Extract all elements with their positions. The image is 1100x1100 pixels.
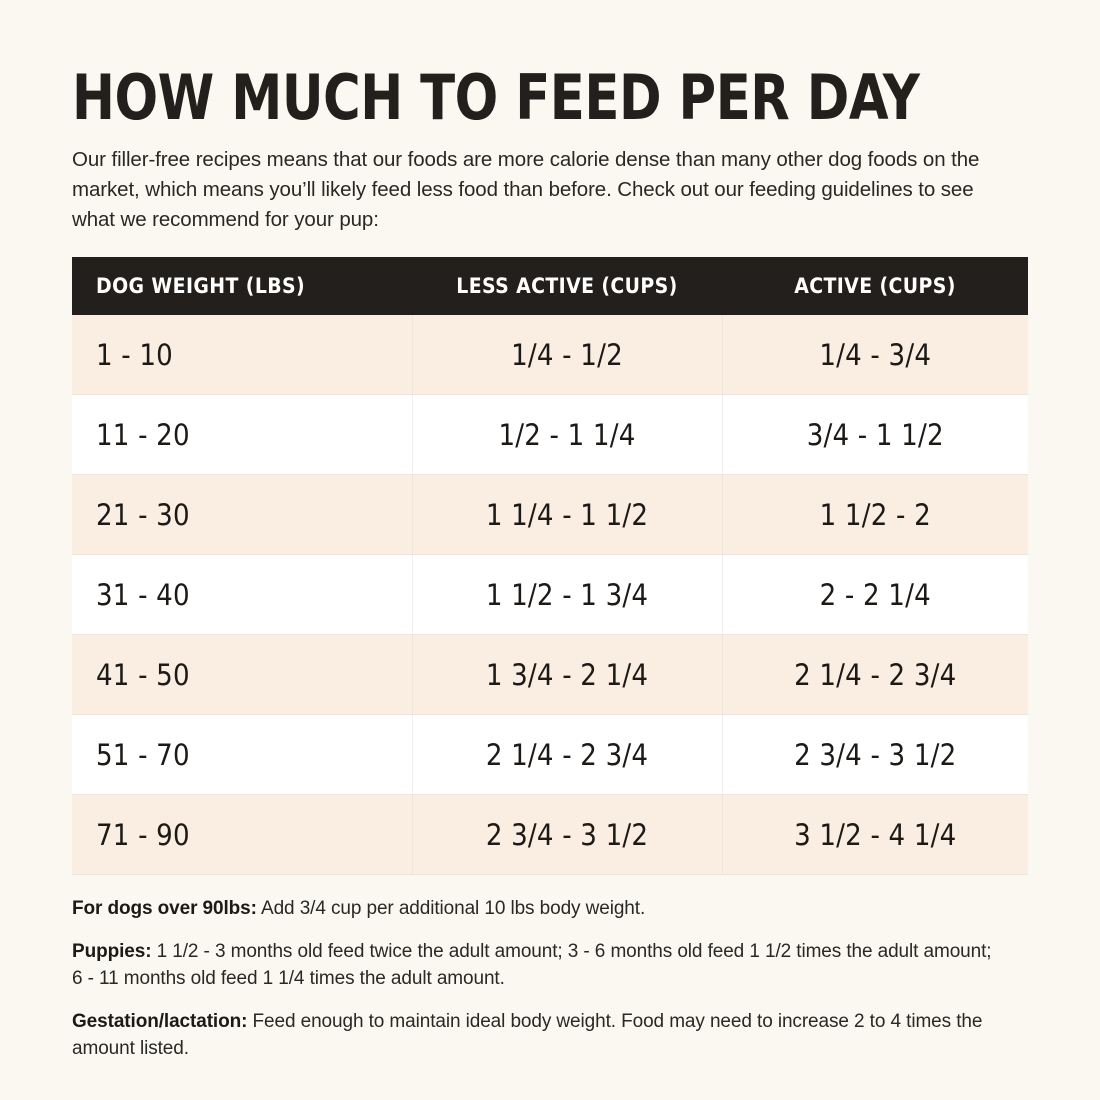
cell-dog-weight: 41 - 50 — [72, 634, 412, 716]
feeding-table: DOG WEIGHT (LBS) LESS ACTIVE (CUPS) ACTI… — [72, 257, 1028, 876]
cell-active: 1/4 - 3/4 — [721, 315, 1028, 396]
cell-active: 2 - 2 1/4 — [721, 554, 1028, 636]
footnote-label: Puppies: — [72, 941, 152, 963]
column-header-less-active: LESS ACTIVE (CUPS) — [412, 257, 722, 316]
cell-less-active: 2 3/4 - 3 1/2 — [411, 794, 722, 876]
footnote-label: For dogs over 90lbs: — [72, 898, 257, 920]
table-row: 51 - 70 2 1/4 - 2 3/4 2 3/4 - 3 1/2 — [72, 714, 1028, 796]
column-header-dog-weight: DOG WEIGHT (LBS) — [72, 257, 412, 316]
table-row: 11 - 20 1/2 - 1 1/4 3/4 - 1 1/2 — [72, 394, 1028, 476]
cell-active: 3/4 - 1 1/2 — [721, 394, 1028, 476]
table-header-row: DOG WEIGHT (LBS) LESS ACTIVE (CUPS) ACTI… — [72, 257, 1028, 316]
cell-dog-weight: 51 - 70 — [72, 714, 412, 796]
table-header: DOG WEIGHT (LBS) LESS ACTIVE (CUPS) ACTI… — [72, 257, 1028, 316]
cell-active: 1 1/2 - 2 — [721, 474, 1028, 556]
footnote-text: Add 3/4 cup per additional 10 lbs body w… — [256, 898, 646, 920]
cell-dog-weight: 1 - 10 — [72, 315, 412, 396]
cell-dog-weight: 31 - 40 — [72, 554, 412, 636]
page-title: HOW MUCH TO FEED PER DAY — [72, 61, 920, 134]
table-row: 41 - 50 1 3/4 - 2 1/4 2 1/4 - 2 3/4 — [72, 634, 1028, 716]
cell-active: 3 1/2 - 4 1/4 — [721, 794, 1028, 876]
cell-less-active: 1/2 - 1 1/4 — [411, 394, 722, 476]
footnote-gestation-lactation: Gestation/lactation: Feed enough to main… — [72, 1008, 1002, 1062]
cell-dog-weight: 21 - 30 — [72, 474, 412, 556]
intro-paragraph: Our filler-free recipes means that our f… — [72, 148, 980, 232]
table-row: 21 - 30 1 1/4 - 1 1/2 1 1/2 - 2 — [72, 474, 1028, 556]
footnote-text: Feed enough to maintain ideal body weigh… — [72, 1011, 983, 1060]
cell-active: 2 3/4 - 3 1/2 — [721, 714, 1028, 796]
cell-dog-weight: 11 - 20 — [72, 394, 412, 476]
cell-less-active: 1 3/4 - 2 1/4 — [411, 634, 722, 716]
cell-less-active: 1 1/4 - 1 1/2 — [411, 474, 722, 556]
table-row: 1 - 10 1/4 - 1/2 1/4 - 3/4 — [72, 315, 1028, 396]
footnote-puppies: Puppies: 1 1/2 - 3 months old feed twice… — [72, 938, 1002, 992]
cell-less-active: 1/4 - 1/2 — [411, 315, 722, 396]
footnote-label: Gestation/lactation: — [72, 1011, 248, 1033]
table-body: 1 - 10 1/4 - 1/2 1/4 - 3/4 11 - 20 1/2 -… — [72, 315, 1028, 876]
footnotes: For dogs over 90lbs: Add 3/4 cup per add… — [72, 895, 1002, 1062]
cell-less-active: 1 1/2 - 1 3/4 — [411, 554, 722, 636]
cell-dog-weight: 71 - 90 — [72, 794, 412, 876]
cell-less-active: 2 1/4 - 2 3/4 — [411, 714, 722, 796]
table-row: 71 - 90 2 3/4 - 3 1/2 3 1/2 - 4 1/4 — [72, 794, 1028, 876]
footnote-large-dogs: For dogs over 90lbs: Add 3/4 cup per add… — [72, 895, 1002, 922]
cell-active: 2 1/4 - 2 3/4 — [721, 634, 1028, 716]
footnote-text: 1 1/2 - 3 months old feed twice the adul… — [72, 941, 992, 990]
column-header-active: ACTIVE (CUPS) — [722, 257, 1028, 316]
table-row: 31 - 40 1 1/2 - 1 3/4 2 - 2 1/4 — [72, 554, 1028, 636]
